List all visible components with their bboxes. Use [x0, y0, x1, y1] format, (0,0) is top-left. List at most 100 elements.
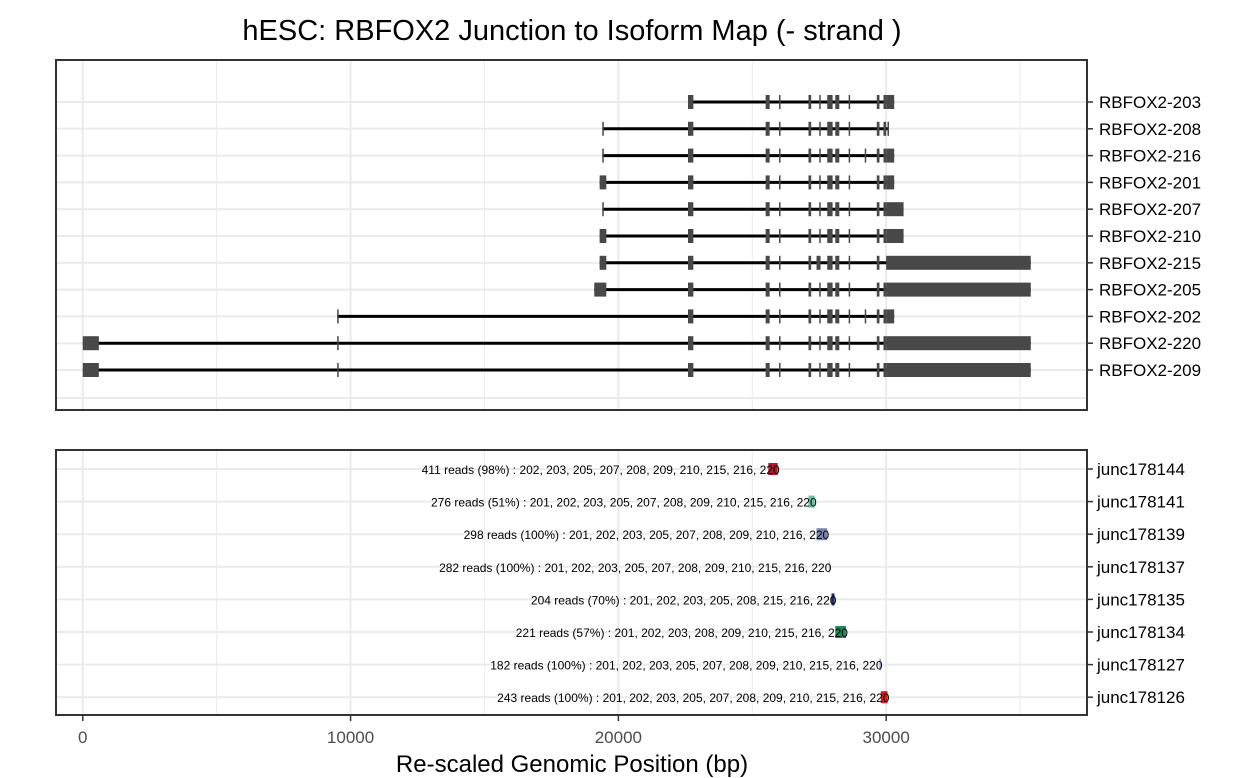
junction-annotation: 243 reads (100%) : 201, 202, 203, 205, 2… — [497, 691, 890, 705]
exon-block — [779, 95, 781, 109]
junction-label: junc178135 — [1096, 590, 1185, 609]
exon-block — [876, 148, 880, 163]
exon-block — [779, 336, 781, 351]
exon-block — [883, 336, 887, 351]
exon-block — [779, 175, 781, 190]
exon-block — [337, 363, 339, 377]
exon-block — [848, 229, 851, 243]
exon-block — [779, 202, 781, 217]
exon-block — [848, 309, 851, 324]
exon-block — [827, 309, 833, 324]
exon-block — [337, 336, 339, 351]
x-axis-label: Re-scaled Genomic Position (bp) — [396, 751, 748, 778]
isoform-row — [82, 336, 1031, 351]
x-tick-label: 30000 — [863, 728, 910, 747]
exon-block — [599, 175, 607, 190]
isoform-label: RBFOX2-203 — [1099, 93, 1201, 112]
junction-label: junc178144 — [1096, 460, 1185, 479]
exon-block — [883, 202, 887, 217]
exon-block — [848, 95, 851, 109]
exon-block — [687, 363, 694, 377]
exon-block — [848, 202, 851, 217]
exon-block — [886, 229, 904, 243]
isoform-row — [599, 175, 895, 190]
exon-block — [883, 148, 887, 163]
exon-block — [876, 255, 880, 270]
isoform-row — [599, 255, 1031, 270]
exon-block — [765, 255, 770, 270]
exon-block — [687, 282, 694, 297]
isoform-row — [602, 202, 904, 217]
exon-block — [819, 363, 821, 377]
exon-block — [808, 336, 812, 351]
exon-block — [835, 309, 840, 324]
exon-block — [835, 148, 840, 163]
junction-annotation: 204 reads (70%) : 201, 202, 203, 205, 20… — [531, 593, 837, 607]
exon-block — [819, 229, 821, 243]
exon-block — [835, 255, 840, 270]
exon-block — [594, 282, 607, 297]
exon-block — [848, 363, 851, 377]
junction-span — [808, 495, 815, 508]
junction-annotation: 411 reads (98%) : 202, 203, 205, 207, 20… — [422, 463, 780, 477]
exon-block — [808, 121, 812, 136]
isoform-panel-frame — [55, 59, 1088, 411]
junction-annotation: 276 reads (51%) : 201, 202, 203, 205, 20… — [431, 496, 817, 510]
isoform-label: RBFOX2-205 — [1099, 281, 1201, 300]
exon-block — [848, 282, 851, 297]
isoform-label: RBFOX2-208 — [1099, 120, 1201, 139]
exon-block — [819, 309, 821, 324]
exon-block — [835, 175, 840, 190]
exon-block — [883, 282, 887, 297]
exon-block — [808, 202, 812, 217]
exon-block — [827, 202, 833, 217]
exon-block — [765, 309, 770, 324]
exon-block — [827, 336, 833, 351]
exon-block — [886, 175, 895, 190]
junction-panel: 411 reads (98%) : 202, 203, 205, 207, 20… — [55, 449, 1185, 716]
isoform-row — [687, 95, 895, 109]
exon-block — [835, 229, 840, 243]
junction-span — [816, 528, 828, 541]
exon-block — [765, 336, 770, 351]
exon-block — [883, 229, 887, 243]
exon-block — [827, 229, 833, 243]
exon-block — [827, 121, 833, 136]
isoform-panel: RBFOX2-203 RBFOX2-208 RBFOX2-216 RBFOX2-201… — [55, 59, 1201, 411]
exon-block — [835, 336, 840, 351]
exon-block — [827, 255, 833, 270]
isoform-row — [599, 229, 904, 243]
exon-block — [779, 255, 781, 270]
exon-block — [808, 255, 812, 270]
exon-block — [876, 309, 880, 324]
exon-block — [687, 202, 694, 217]
exon-block — [808, 309, 812, 324]
junction-span — [828, 560, 831, 573]
exon-block — [602, 148, 604, 163]
exon-block — [886, 309, 895, 324]
exon-block — [819, 336, 821, 351]
exon-block — [765, 229, 770, 243]
exon-block — [827, 95, 833, 109]
exon-block — [819, 121, 821, 136]
exon-block — [827, 282, 833, 297]
exon-block — [765, 148, 770, 163]
junction-annotation: 298 reads (100%) : 201, 202, 203, 205, 2… — [464, 528, 830, 542]
exon-block — [876, 95, 880, 109]
isoform-label: RBFOX2-202 — [1099, 307, 1201, 326]
exon-block — [848, 148, 851, 163]
exon-block — [886, 282, 1031, 297]
junction-label: junc178141 — [1096, 493, 1185, 512]
exon-block — [779, 282, 781, 297]
exon-block — [602, 202, 604, 217]
exon-block — [876, 282, 880, 297]
isoform-label: RBFOX2-220 — [1099, 334, 1201, 353]
chart-title: hESC: RBFOX2 Junction to Isoform Map (- … — [242, 15, 901, 47]
exon-block — [808, 363, 812, 377]
exon-block — [779, 121, 781, 136]
exon-block — [876, 363, 880, 377]
exon-block — [779, 148, 781, 163]
exon-block — [808, 175, 812, 190]
exon-block — [835, 121, 840, 136]
